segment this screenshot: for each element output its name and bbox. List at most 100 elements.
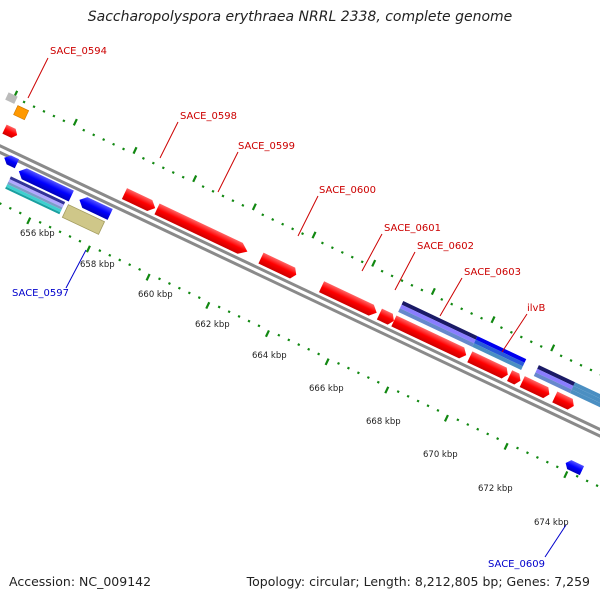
scale-label-670: 670 kbp xyxy=(423,450,458,460)
minor-tick xyxy=(98,249,102,253)
minor-tick xyxy=(78,239,82,243)
scale-label-656: 656 kbp xyxy=(20,229,55,239)
label-sace-0594[interactable]: SACE_0594 xyxy=(50,46,107,57)
minor-tick xyxy=(330,246,334,250)
minor-tick xyxy=(118,258,122,262)
label-sace-0601[interactable]: SACE_0601 xyxy=(384,223,441,234)
minor-tick xyxy=(22,100,26,104)
minor-tick xyxy=(595,484,599,488)
minor-tick xyxy=(366,376,370,379)
minor-tick xyxy=(151,161,155,165)
minor-tick xyxy=(450,302,454,306)
minor-tick xyxy=(440,297,444,301)
minor-tick xyxy=(337,361,340,365)
minor-tick xyxy=(466,423,470,427)
minor-tick xyxy=(456,418,460,422)
minor-tick xyxy=(426,404,430,408)
minor-tick xyxy=(52,114,56,118)
major-tick xyxy=(443,414,449,422)
gene-sace-0603-bands xyxy=(398,301,527,370)
minor-tick xyxy=(237,314,241,318)
label-sace-0609[interactable]: SACE_0609 xyxy=(488,559,545,570)
minor-tick xyxy=(32,105,36,109)
gene-sace-0609 xyxy=(565,460,585,476)
minor-tick xyxy=(486,432,490,436)
accession-text: Accession: NC_009142 xyxy=(9,574,152,589)
minor-tick xyxy=(317,352,321,356)
major-tick xyxy=(145,273,151,281)
minor-tick xyxy=(555,465,559,469)
minor-tick xyxy=(211,189,215,193)
label-sace-0602[interactable]: SACE_0602 xyxy=(417,241,474,252)
label-sace-0597[interactable]: SACE_0597 xyxy=(12,288,69,299)
gene-sace-0602 xyxy=(376,308,394,325)
minor-tick xyxy=(167,282,171,285)
label-sace-0599[interactable]: SACE_0599 xyxy=(238,141,295,152)
minor-tick xyxy=(516,446,519,450)
minor-tick xyxy=(257,324,261,328)
gene-blue-small xyxy=(4,155,20,169)
minor-tick xyxy=(241,203,245,207)
minor-tick xyxy=(360,260,364,264)
minor-tick xyxy=(187,291,191,295)
partial-red-feature xyxy=(2,124,18,138)
minor-tick xyxy=(197,296,201,300)
partial-orange-feature xyxy=(13,105,30,121)
label-sace-0603[interactable]: SACE_0603 xyxy=(464,267,521,278)
minor-tick xyxy=(0,202,2,206)
gene-sace-0597-bands xyxy=(5,176,66,215)
minor-tick xyxy=(545,460,549,464)
gene-sace-0603 xyxy=(391,315,467,359)
label-sace-0600[interactable]: SACE_0600 xyxy=(319,185,376,196)
minor-tick xyxy=(396,390,400,394)
scale-label-666: 666 kbp xyxy=(309,384,344,394)
scale-label-668: 668 kbp xyxy=(366,417,401,427)
backbone-line-outer xyxy=(0,136,600,473)
major-tick xyxy=(26,217,32,225)
gene-red-small-3 xyxy=(552,391,574,410)
minor-tick xyxy=(400,279,404,283)
minor-tick xyxy=(62,119,66,123)
label-sace-0598[interactable]: SACE_0598 xyxy=(180,111,237,122)
minor-tick xyxy=(82,128,86,132)
minor-tick xyxy=(380,269,384,273)
gene-sace-0600 xyxy=(258,252,297,279)
minor-tick xyxy=(271,218,275,221)
minor-tick xyxy=(535,455,539,459)
minor-tick xyxy=(320,241,324,245)
minor-tick xyxy=(38,220,42,224)
minor-tick xyxy=(221,194,225,198)
major-tick xyxy=(264,329,270,338)
scale-labels: 656 kbp 658 kbp 660 kbp 662 kbp 664 kbp … xyxy=(20,229,569,528)
minor-tick xyxy=(406,394,410,398)
major-tick xyxy=(490,316,496,324)
genome-summary-text: Topology: circular; Length: 8,212,805 bp… xyxy=(246,574,590,589)
minor-tick xyxy=(58,230,62,234)
minor-tick xyxy=(356,371,360,375)
minor-tick xyxy=(68,235,72,238)
major-tick xyxy=(192,175,198,183)
major-tick xyxy=(311,231,317,239)
gene-sace-0598 xyxy=(121,188,156,211)
gene-sace-0601 xyxy=(318,281,377,316)
minor-tick xyxy=(201,185,205,189)
minor-tick xyxy=(141,156,145,160)
minor-tick xyxy=(589,368,593,372)
minor-tick xyxy=(509,330,513,334)
minor-tick xyxy=(519,335,523,339)
minor-tick xyxy=(410,283,414,287)
label-ilvb[interactable]: ilvB xyxy=(527,303,545,314)
minor-tick xyxy=(287,338,291,342)
major-tick xyxy=(251,203,257,211)
minor-tick xyxy=(476,427,480,431)
gene-red-small-1 xyxy=(507,370,521,385)
minor-tick xyxy=(390,274,394,278)
map-title: Saccharopolyspora erythraea NRRL 2338, c… xyxy=(87,9,513,25)
major-tick xyxy=(384,386,390,394)
minor-tick xyxy=(420,288,424,292)
gene-ilvb xyxy=(467,351,508,379)
scale-label-672: 672 kbp xyxy=(478,484,513,494)
label-leaders-forward xyxy=(27,57,528,353)
minor-tick xyxy=(18,211,22,215)
